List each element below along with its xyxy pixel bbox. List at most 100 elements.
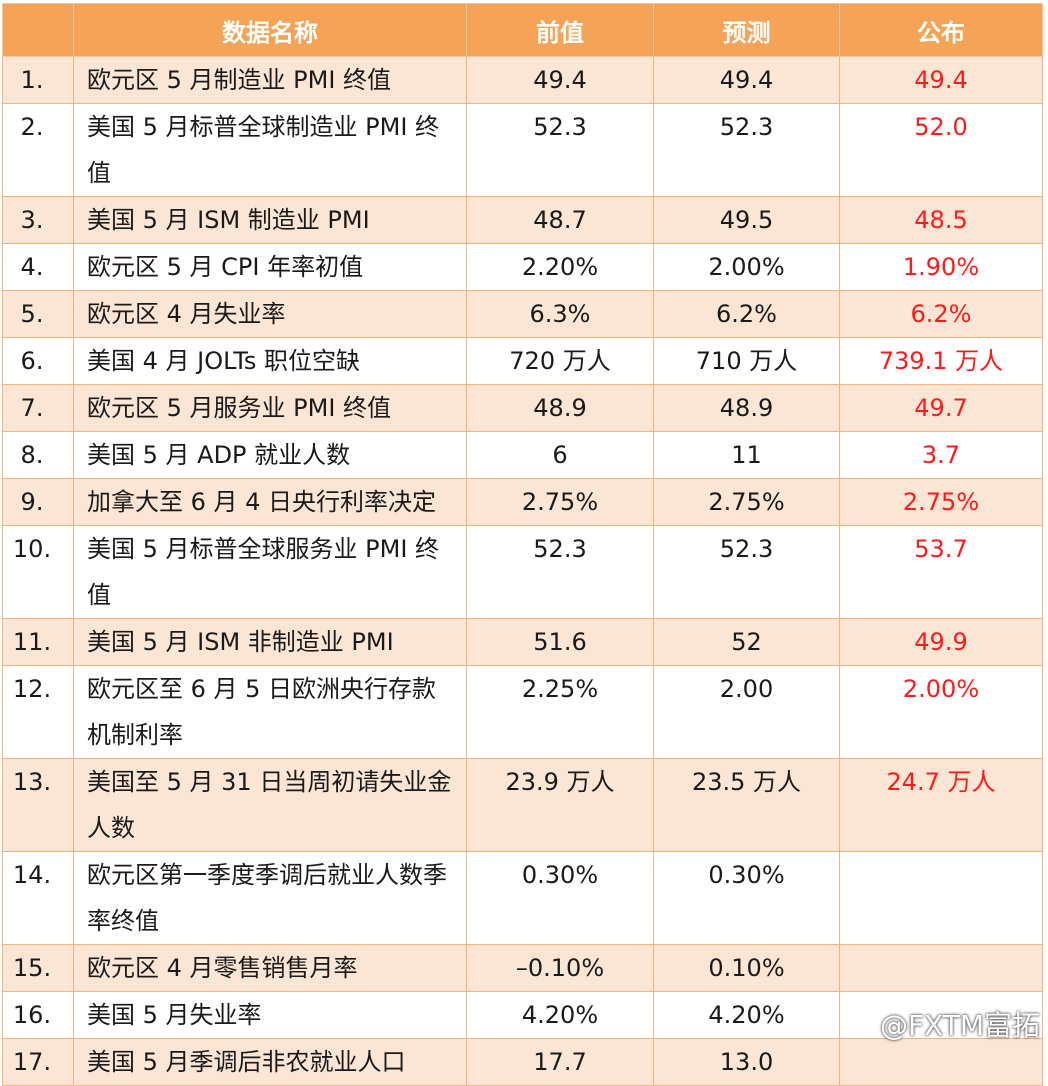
- forecast-value-cell: 49.4: [653, 56, 840, 104]
- previous-value-cell: –0.10%: [466, 944, 654, 992]
- previous-value-cell: 48.9: [466, 384, 654, 432]
- indicator-name-cell: 欧元区 4 月零售销售月率: [73, 944, 467, 992]
- header-previous: 前值: [466, 3, 654, 57]
- table-row: 5. 欧元区 4 月失业率 6.3% 6.2% 6.2%: [2, 290, 1043, 338]
- table-row: 7. 欧元区 5 月服务业 PMI 终值 48.9 48.9 49.7: [2, 384, 1043, 432]
- actual-value-cell: [839, 944, 1043, 992]
- row-number-cell: 9.: [2, 478, 74, 526]
- header-forecast: 预测: [653, 3, 840, 57]
- previous-value-cell: 2.20%: [466, 243, 654, 291]
- table-row: 9. 加拿大至 6 月 4 日央行利率决定 2.75% 2.75% 2.75%: [2, 478, 1043, 526]
- row-number-cell: 2.: [2, 103, 74, 197]
- actual-value-cell: 49.7: [839, 384, 1043, 432]
- table-row: 8. 美国 5 月 ADP 就业人数 6 11 3.7: [2, 431, 1043, 479]
- table-row: 12. 欧元区至 6 月 5 日欧洲央行存款机制利率 2.25% 2.00 2.00%: [2, 665, 1043, 759]
- actual-value-cell: 53.7: [839, 525, 1043, 619]
- table-row: 11. 美国 5 月 ISM 非制造业 PMI 51.6 52 49.9: [2, 618, 1043, 666]
- indicator-name-cell: 美国至 5 月 31 日当周初请失业金人数: [73, 758, 467, 852]
- previous-value-cell: 0.30%: [466, 851, 654, 945]
- forecast-value-cell: 23.5 万人: [653, 758, 840, 852]
- table-container: 数据名称 前值 预测 公布 1. 欧元区 5 月制造业 PMI 终值 49.4 49.…: [2, 3, 1043, 1086]
- row-number-cell: 16.: [2, 991, 74, 1039]
- indicator-name-cell: 美国 5 月 ISM 制造业 PMI: [73, 196, 467, 244]
- previous-value-cell: 2.25%: [466, 665, 654, 759]
- forecast-value-cell: 52.3: [653, 103, 840, 197]
- indicator-name-cell: 美国 4 月 JOLTs 职位空缺: [73, 337, 467, 385]
- data-table: 数据名称 前值 预测 公布 1. 欧元区 5 月制造业 PMI 终值 49.4 49.…: [2, 3, 1043, 1086]
- forecast-value-cell: 2.00: [653, 665, 840, 759]
- table-row: 15. 欧元区 4 月零售销售月率 –0.10% 0.10%: [2, 944, 1043, 992]
- actual-value-cell: 24.7 万人: [839, 758, 1043, 852]
- indicator-name-cell: 欧元区 4 月失业率: [73, 290, 467, 338]
- actual-value-cell: 1.90%: [839, 243, 1043, 291]
- table-row: 1. 欧元区 5 月制造业 PMI 终值 49.4 49.4 49.4: [2, 56, 1043, 104]
- table-row: 4. 欧元区 5 月 CPI 年率初值 2.20% 2.00% 1.90%: [2, 243, 1043, 291]
- indicator-name-cell: 美国 5 月 ADP 就业人数: [73, 431, 467, 479]
- header-index: [2, 3, 74, 57]
- previous-value-cell: 6: [466, 431, 654, 479]
- actual-value-cell: 49.4: [839, 56, 1043, 104]
- table-row: 17. 美国 5 月季调后非农就业人口 17.7 13.0: [2, 1038, 1043, 1086]
- row-number-cell: 13.: [2, 758, 74, 852]
- table-row: 2. 美国 5 月标普全球制造业 PMI 终值 52.3 52.3 52.0: [2, 103, 1043, 197]
- table-row: 10. 美国 5 月标普全球服务业 PMI 终值 52.3 52.3 53.7: [2, 525, 1043, 619]
- row-number-cell: 3.: [2, 196, 74, 244]
- previous-value-cell: 17.7: [466, 1038, 654, 1086]
- table-header-row: 数据名称 前值 预测 公布: [2, 3, 1043, 57]
- actual-value-cell: [839, 1038, 1043, 1086]
- forecast-value-cell: 2.75%: [653, 478, 840, 526]
- row-number-cell: 4.: [2, 243, 74, 291]
- previous-value-cell: 4.20%: [466, 991, 654, 1039]
- forecast-value-cell: 0.10%: [653, 944, 840, 992]
- actual-value-cell: 3.7: [839, 431, 1043, 479]
- table-row: 6. 美国 4 月 JOLTs 职位空缺 720 万人 710 万人 739.1 万人: [2, 337, 1043, 385]
- actual-value-cell: 48.5: [839, 196, 1043, 244]
- indicator-name-cell: 欧元区 5 月服务业 PMI 终值: [73, 384, 467, 432]
- actual-value-cell: 49.9: [839, 618, 1043, 666]
- indicator-name-cell: 欧元区 5 月制造业 PMI 终值: [73, 56, 467, 104]
- previous-value-cell: 52.3: [466, 525, 654, 619]
- forecast-value-cell: 2.00%: [653, 243, 840, 291]
- forecast-value-cell: 49.5: [653, 196, 840, 244]
- indicator-name-cell: 加拿大至 6 月 4 日央行利率决定: [73, 478, 467, 526]
- table-row: 14. 欧元区第一季度季调后就业人数季率终值 0.30% 0.30%: [2, 851, 1043, 945]
- previous-value-cell: 51.6: [466, 618, 654, 666]
- actual-value-cell: 739.1 万人: [839, 337, 1043, 385]
- actual-value-cell: 2.00%: [839, 665, 1043, 759]
- previous-value-cell: 48.7: [466, 196, 654, 244]
- forecast-value-cell: 0.30%: [653, 851, 840, 945]
- row-number-cell: 15.: [2, 944, 74, 992]
- previous-value-cell: 52.3: [466, 103, 654, 197]
- row-number-cell: 17.: [2, 1038, 74, 1086]
- row-number-cell: 10.: [2, 525, 74, 619]
- forecast-value-cell: 4.20%: [653, 991, 840, 1039]
- indicator-name-cell: 美国 5 月失业率: [73, 991, 467, 1039]
- row-number-cell: 8.: [2, 431, 74, 479]
- indicator-name-cell: 美国 5 月季调后非农就业人口: [73, 1038, 467, 1086]
- forecast-value-cell: 11: [653, 431, 840, 479]
- forecast-value-cell: 52: [653, 618, 840, 666]
- indicator-name-cell: 美国 5 月标普全球服务业 PMI 终值: [73, 525, 467, 619]
- forecast-value-cell: 6.2%: [653, 290, 840, 338]
- previous-value-cell: 49.4: [466, 56, 654, 104]
- indicator-name-cell: 欧元区第一季度季调后就业人数季率终值: [73, 851, 467, 945]
- forecast-value-cell: 710 万人: [653, 337, 840, 385]
- indicator-name-cell: 欧元区 5 月 CPI 年率初值: [73, 243, 467, 291]
- indicator-name-cell: 欧元区至 6 月 5 日欧洲央行存款机制利率: [73, 665, 467, 759]
- header-actual: 公布: [839, 3, 1043, 57]
- row-number-cell: 7.: [2, 384, 74, 432]
- indicator-name-cell: 美国 5 月标普全球制造业 PMI 终值: [73, 103, 467, 197]
- actual-value-cell: 52.0: [839, 103, 1043, 197]
- forecast-value-cell: 52.3: [653, 525, 840, 619]
- row-number-cell: 14.: [2, 851, 74, 945]
- previous-value-cell: 720 万人: [466, 337, 654, 385]
- forecast-value-cell: 48.9: [653, 384, 840, 432]
- row-number-cell: 12.: [2, 665, 74, 759]
- previous-value-cell: 6.3%: [466, 290, 654, 338]
- indicator-name-cell: 美国 5 月 ISM 非制造业 PMI: [73, 618, 467, 666]
- row-number-cell: 6.: [2, 337, 74, 385]
- table-row: 3. 美国 5 月 ISM 制造业 PMI 48.7 49.5 48.5: [2, 196, 1043, 244]
- previous-value-cell: 2.75%: [466, 478, 654, 526]
- header-name: 数据名称: [73, 3, 467, 57]
- actual-value-cell: 6.2%: [839, 290, 1043, 338]
